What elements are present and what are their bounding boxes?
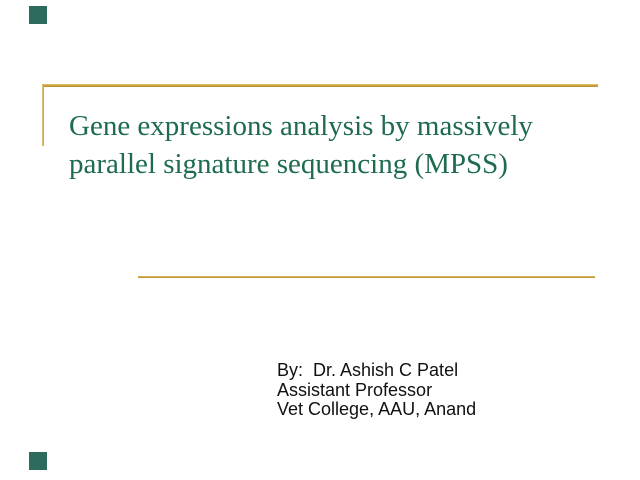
- author-line-role: Assistant Professor: [277, 379, 433, 400]
- slide-title-line-2: parallel signature sequencing (MPSS): [69, 148, 508, 180]
- author-block: By: Dr. Ashish C Patel Assistant Profess…: [277, 360, 477, 420]
- subtitle-rule: [138, 276, 595, 278]
- corner-accent-square-top-left: [29, 6, 47, 24]
- title-rule-left-bracket: [42, 84, 44, 146]
- author-line-affiliation: Vet College, AAU, Anand: [277, 399, 477, 419]
- title-rule-top: [42, 84, 598, 87]
- slide-title: Gene expressions analysis by massively p…: [69, 107, 609, 183]
- author-line-by: By: Dr. Ashish C Patel: [277, 360, 459, 380]
- corner-accent-square-bottom-left: [29, 452, 47, 470]
- slide-title-line-1: Gene expressions analysis by massively: [69, 110, 533, 142]
